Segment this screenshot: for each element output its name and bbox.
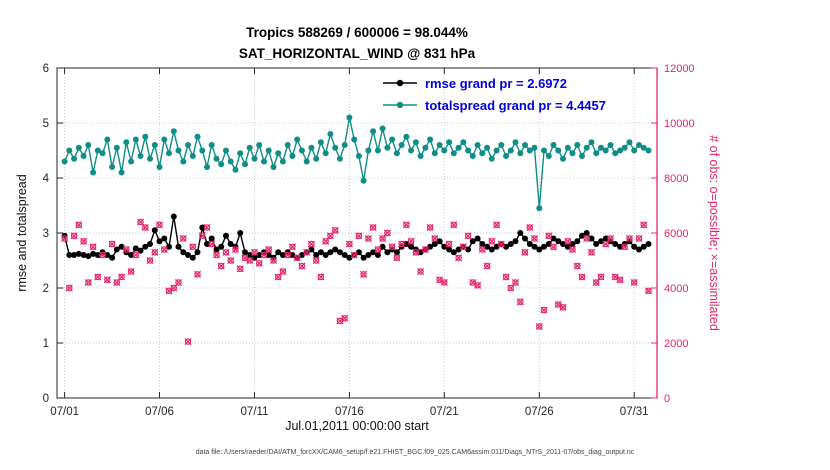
title-line1: Tropics 588269 / 600006 = 98.044% — [246, 25, 468, 40]
legend-label-totalspread: totalspread grand pr = 4.4457 — [425, 97, 606, 113]
svg-text:0: 0 — [664, 393, 670, 405]
svg-text:12000: 12000 — [664, 63, 695, 75]
svg-text:10000: 10000 — [664, 118, 695, 130]
svg-text:6000: 6000 — [664, 228, 688, 240]
svg-text:5: 5 — [43, 118, 49, 130]
title-line2: SAT_HORIZONTAL_WIND @ 831 hPa — [238, 46, 476, 61]
svg-text:07/01: 07/01 — [50, 406, 79, 418]
svg-text:07/21: 07/21 — [430, 406, 459, 418]
chart-title: Tropics 588269 / 600006 = 98.044% SAT_HO… — [57, 22, 657, 64]
svg-text:3: 3 — [43, 228, 49, 240]
obs-count-series — [61, 218, 653, 346]
legend-label-rmse: rmse grand pr = 2.6972 — [425, 75, 567, 91]
x-axis-label: Jul.01,2011 00:00:00 start — [285, 419, 429, 433]
svg-text:4: 4 — [43, 173, 50, 185]
svg-text:0: 0 — [43, 393, 49, 405]
grid-lines — [57, 68, 657, 398]
svg-text:07/26: 07/26 — [525, 406, 554, 418]
svg-text:6: 6 — [43, 63, 49, 75]
axis-ticks: 07/01 07/06 07/11 07/16 07/21 07/26 07/31 0 1 2 3 4… — [43, 63, 695, 418]
svg-text:2: 2 — [43, 283, 49, 295]
data-file-path: data file: /Users/raeder/DAI/ATM_forcXX/… — [195, 449, 635, 456]
svg-text:07/11: 07/11 — [241, 406, 269, 418]
svg-text:2000: 2000 — [664, 338, 688, 350]
totalspread-legend-swatch — [383, 101, 417, 109]
legend-item-rmse: rmse grand pr = 2.6972 — [383, 72, 606, 94]
rmse-legend-swatch — [383, 79, 417, 87]
svg-text:8000: 8000 — [664, 173, 688, 185]
svg-text:1: 1 — [43, 338, 49, 350]
totalspread-series — [61, 114, 652, 212]
svg-text:07/06: 07/06 — [145, 406, 174, 418]
svg-text:07/31: 07/31 — [620, 406, 649, 418]
svg-text:4000: 4000 — [664, 283, 688, 295]
left-axis-label: rmse and totalspread — [15, 174, 29, 292]
svg-text:07/16: 07/16 — [335, 406, 364, 418]
legend-item-totalspread: totalspread grand pr = 4.4457 — [383, 94, 606, 116]
right-axis-label: # of obs: o=possible; ×=assimilated — [707, 135, 721, 331]
legend: rmse grand pr = 2.6972 totalspread grand… — [383, 72, 606, 116]
